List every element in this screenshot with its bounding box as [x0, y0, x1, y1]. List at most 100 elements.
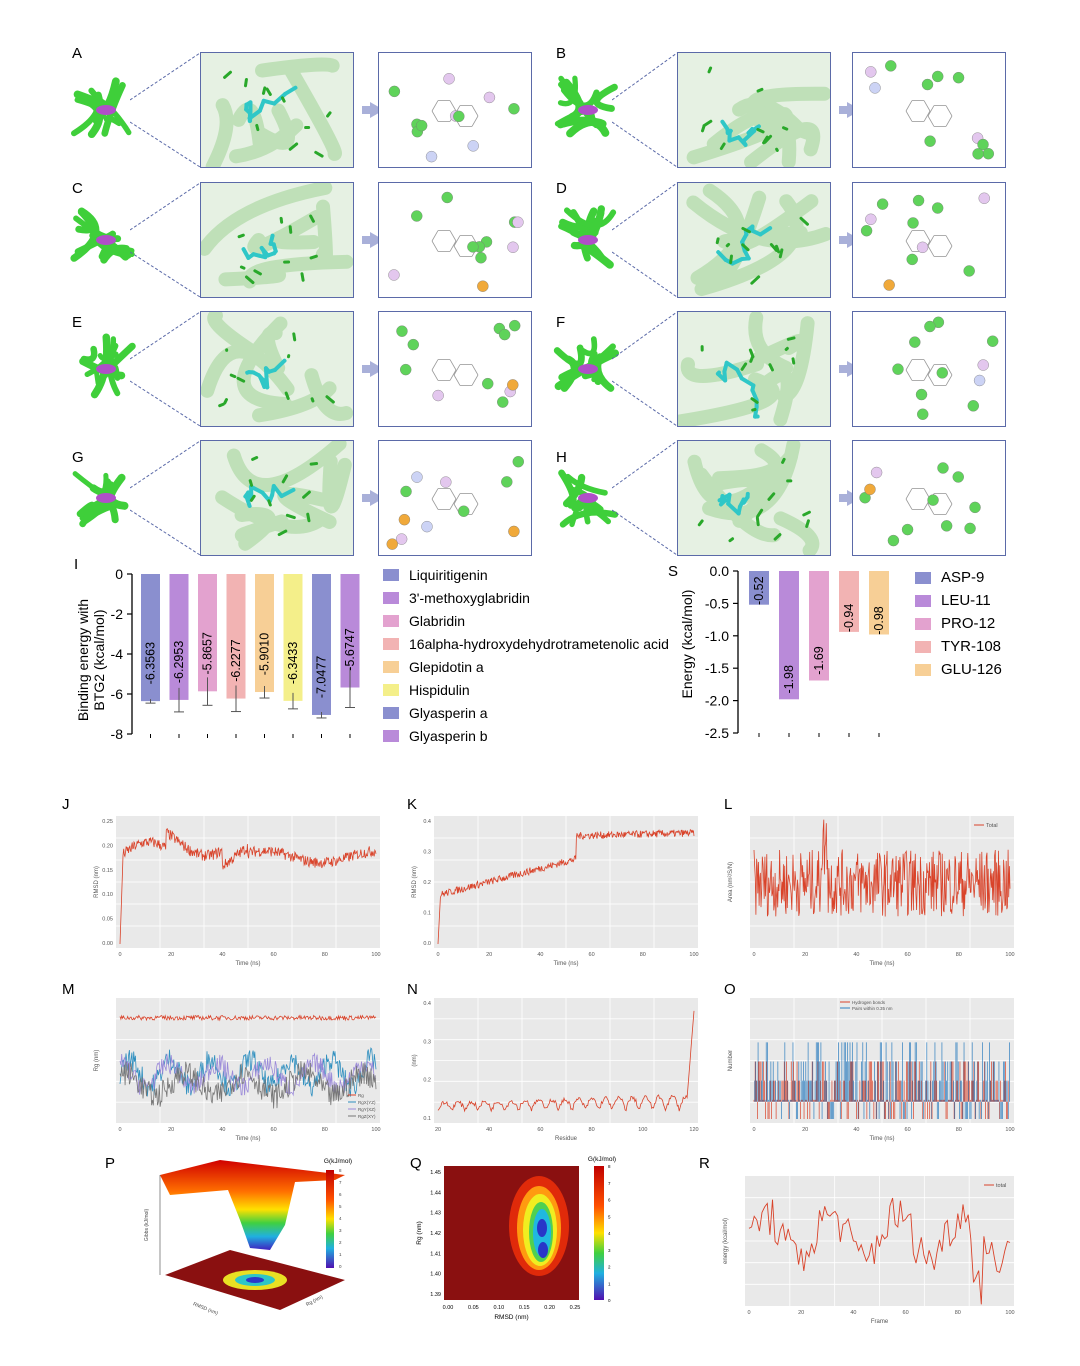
legend-item: LEU-11	[915, 589, 1002, 612]
interaction-graph	[396, 319, 521, 408]
y-tick-label: -2.0	[705, 693, 729, 709]
y-tick-label: 0.2	[423, 1078, 431, 1084]
legend-swatch	[915, 571, 931, 584]
y-tick-label: -4	[111, 646, 124, 662]
panel-label-o: O	[724, 981, 736, 998]
residue-stick	[310, 397, 315, 403]
residue-stick	[740, 362, 748, 371]
ligand-bond-2d	[945, 235, 953, 247]
legend-swatch	[383, 660, 399, 673]
x-tick-label: 20	[802, 952, 808, 958]
ribbon-segment	[562, 78, 584, 121]
background-ribbon	[751, 334, 806, 366]
ribbon-segment	[593, 83, 618, 112]
rmsf-trace	[437, 1010, 695, 1113]
ligand-site	[96, 493, 116, 503]
residue-stick	[791, 357, 796, 365]
legend-label: total	[996, 1183, 1006, 1189]
legend-label: LEU-11	[941, 592, 991, 609]
residue-stick	[248, 479, 254, 487]
residue-stick	[281, 474, 289, 484]
ligand-bond-2d	[905, 100, 913, 112]
ligand-bond-2d	[449, 359, 457, 371]
guide-line-bottom	[612, 380, 677, 427]
ribbon-segment	[100, 244, 130, 264]
protein-structure-8	[558, 469, 619, 528]
zoom-structure	[201, 183, 353, 289]
residue-stick	[755, 516, 760, 527]
residue-node	[906, 253, 918, 266]
residue-node	[386, 538, 398, 550]
zoom-structure	[687, 441, 820, 555]
ligand-site	[578, 364, 598, 374]
interaction-diagram-2	[852, 52, 1006, 168]
legend-item: Glabridin	[383, 609, 669, 632]
legend-label: Pairs within 0.35 nm	[852, 1006, 893, 1011]
residue-stick	[244, 275, 255, 285]
background-ribbon	[255, 57, 340, 78]
plot-fel-3d: Gibbs (kJ/mol)RMSD (nm)Rg (nm)G(kJ/mol)0…	[144, 1158, 352, 1317]
interaction-graph	[386, 455, 524, 550]
ligand-bond-2d	[945, 374, 953, 386]
plot-rmsd-ligand: 0 20 40 60 80 100 0.00 0.05 0.10 0.15 0.20 0.25 Time…	[94, 816, 381, 967]
x-tick-label: 60	[271, 1127, 277, 1133]
residue-stick	[748, 348, 755, 359]
residue-node	[912, 194, 925, 207]
residue-stick	[326, 111, 332, 118]
residue-node	[458, 505, 470, 517]
panel-label-q: Q	[410, 1155, 422, 1172]
background-ribbon	[690, 183, 746, 285]
residue-stick	[236, 376, 246, 383]
y-axis-label-line1: Binding energy with	[75, 599, 91, 721]
ligand-bond	[746, 124, 761, 135]
legend-label: 3'-methoxyglabridin	[409, 589, 530, 606]
ligand-bond-2d	[927, 364, 935, 376]
legend-swatch	[383, 568, 399, 581]
residue-node	[869, 82, 881, 94]
residue-stick	[781, 457, 786, 464]
rgy-trace	[119, 1052, 377, 1097]
ligand-bond-2d	[905, 369, 913, 381]
residue-node	[477, 280, 489, 292]
ligand-bond-2d	[453, 364, 461, 376]
residue-node	[482, 377, 494, 390]
ligand-bond-2d	[923, 369, 931, 381]
x-tick-label: 60	[905, 952, 911, 958]
x-tick-label: 60	[903, 1310, 909, 1316]
residue-stick	[775, 147, 779, 152]
interaction-diagram-6	[852, 311, 1006, 427]
x-axis-label: Time (ns)	[869, 1136, 894, 1142]
residue-stick	[729, 254, 733, 265]
ribbon-segment	[89, 478, 112, 496]
y-axis-label: energy (kcal/mol)	[723, 1218, 729, 1264]
plot-rmsf: 20 40 60 80 100 120 0.1 0.2 0.3 0.4 Residue (nm)	[412, 998, 699, 1142]
colorbar-tick: 5	[339, 1204, 342, 1209]
ligand-bond-2d	[471, 374, 479, 386]
residue-node	[507, 379, 519, 391]
background-ribbon	[777, 316, 815, 404]
residue-node	[977, 359, 989, 371]
residue-stick	[280, 96, 286, 103]
ligand-bond	[268, 233, 275, 246]
background-ribbon	[218, 266, 287, 287]
zoom-structure	[686, 66, 830, 167]
zoom-guide-lines-8	[612, 440, 677, 556]
colorbar	[326, 1170, 334, 1268]
residue-node	[396, 325, 408, 337]
bar-value-label: -1.69	[812, 646, 826, 675]
ligand-bond-2d	[923, 230, 931, 242]
ligand-site	[578, 493, 598, 503]
legend-item: GLU-126	[915, 658, 1002, 681]
bar-leu-11	[779, 571, 799, 700]
colorbar-tick: 1	[608, 1281, 611, 1286]
y-tick-label: 0.15	[102, 868, 113, 874]
legend-item: 16alpha-hydroxydehydrotrametenolic acid	[383, 632, 669, 655]
colorbar-tick: 3	[608, 1248, 611, 1253]
plot-rg: 0 20 40 60 80 100 Time (ns) Rg (nm) Rg RgX(YZ) RgY…	[94, 998, 381, 1142]
colorbar-tick: 6	[608, 1198, 611, 1203]
y-axis-label: (nm)	[412, 1054, 418, 1066]
y-tick-label: -2.5	[705, 725, 729, 741]
legend-label: RgZ(XY)	[358, 1114, 376, 1119]
colorbar-tick: 8	[339, 1168, 342, 1173]
x-axis-label: Time (ns)	[235, 1136, 260, 1142]
